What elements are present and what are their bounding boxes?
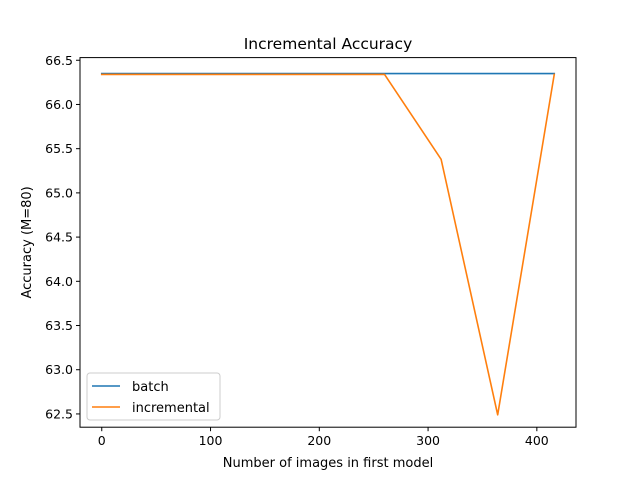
x-tick-label: 100 [199,433,223,448]
y-tick-label: 63.5 [45,318,73,333]
y-axis-label: Accuracy (M=80) [20,186,35,298]
y-tick-label: 66.5 [45,53,73,68]
x-axis: 0 100 200 300 400 [98,427,549,448]
y-tick-label: 66.0 [45,97,73,112]
x-tick-label: 300 [416,433,440,448]
legend: batch incremental [86,372,221,421]
y-tick-label: 63.0 [45,362,73,377]
x-axis-label: Number of images in first model [223,456,433,471]
y-axis: 62.5 63.0 63.5 64.0 64.5 65.0 65.5 66.0 66.5 [45,53,80,421]
y-tick-label: 62.5 [45,406,73,421]
x-tick-label: 400 [525,433,549,448]
y-tick-label: 64.5 [45,230,73,245]
y-tick-label: 65.0 [45,185,73,200]
legend-box [86,372,221,421]
x-tick-label: 200 [307,433,331,448]
series-line-incremental [100,73,556,416]
chart-title: Incremental Accuracy [244,35,413,53]
x-tick-label: 0 [98,433,106,448]
plot-frame [79,57,577,428]
legend-label-incremental: incremental [132,401,210,416]
y-tick-label: 65.5 [45,141,73,156]
y-tick-label: 64.0 [45,274,73,289]
legend-label-batch: batch [132,380,169,395]
plot-lines [100,72,556,416]
